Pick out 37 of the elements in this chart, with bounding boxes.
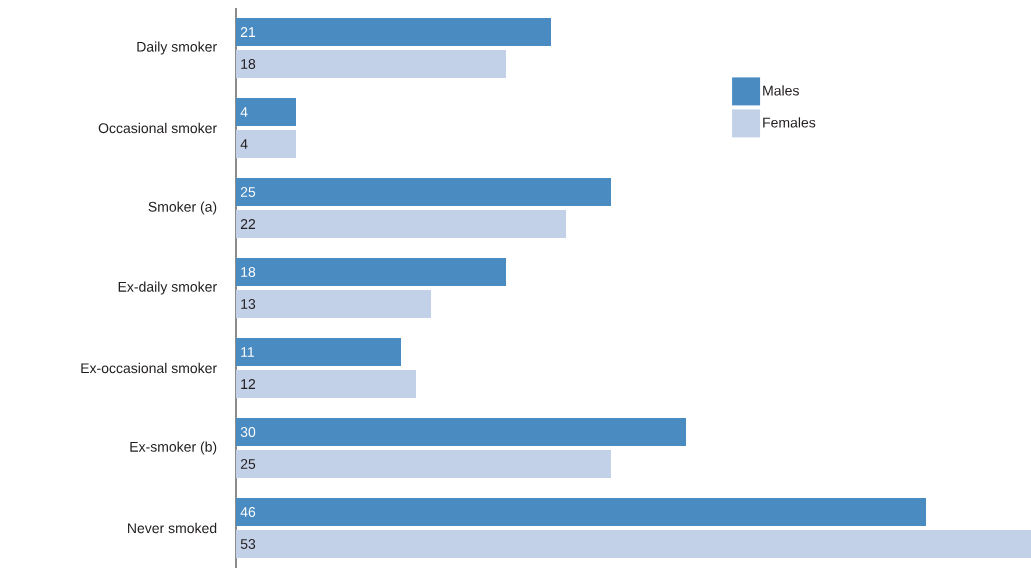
data-label: 4: [240, 139, 248, 149]
data-label: 21: [240, 27, 256, 37]
y-tick-label: Never smoked: [128, 522, 217, 534]
y-tick-label: Daily smoker: [137, 41, 217, 55]
data-label: 13: [241, 299, 256, 309]
bar: [236, 450, 611, 479]
bar: [236, 498, 926, 527]
data-label: 30: [240, 427, 256, 437]
y-tick-label: Ex-occasional smoker: [81, 362, 217, 374]
bar: [236, 130, 296, 158]
bar: [236, 418, 686, 447]
bar: [236, 338, 401, 366]
data-label: 25: [240, 459, 256, 469]
data-label: 25: [240, 187, 256, 197]
data-label: 4: [240, 107, 248, 117]
y-tick-label: Ex-smoker (b): [130, 441, 217, 455]
y-tick-label: Occasional smoker: [98, 122, 217, 134]
bar: [236, 178, 611, 206]
data-label: 11: [241, 347, 255, 357]
data-label: 18: [241, 59, 256, 69]
data-label: 22: [240, 219, 256, 229]
bar: [236, 210, 566, 238]
y-tick-label: Smoker (a): [148, 201, 217, 215]
bar: [236, 370, 416, 399]
bar: [236, 50, 506, 78]
y-tick-label: Ex-daily smoker: [118, 281, 217, 295]
data-label: 12: [241, 379, 256, 389]
bar: [236, 530, 1031, 559]
legend-label: Females: [763, 117, 816, 128]
bar: [236, 18, 551, 46]
bar: [236, 98, 296, 126]
bar: [236, 258, 506, 286]
data-label: 46: [240, 507, 256, 517]
bar: [236, 290, 431, 318]
data-label: 53: [240, 539, 256, 549]
data-label: 18: [241, 267, 256, 277]
legend-label: Males: [763, 85, 799, 96]
